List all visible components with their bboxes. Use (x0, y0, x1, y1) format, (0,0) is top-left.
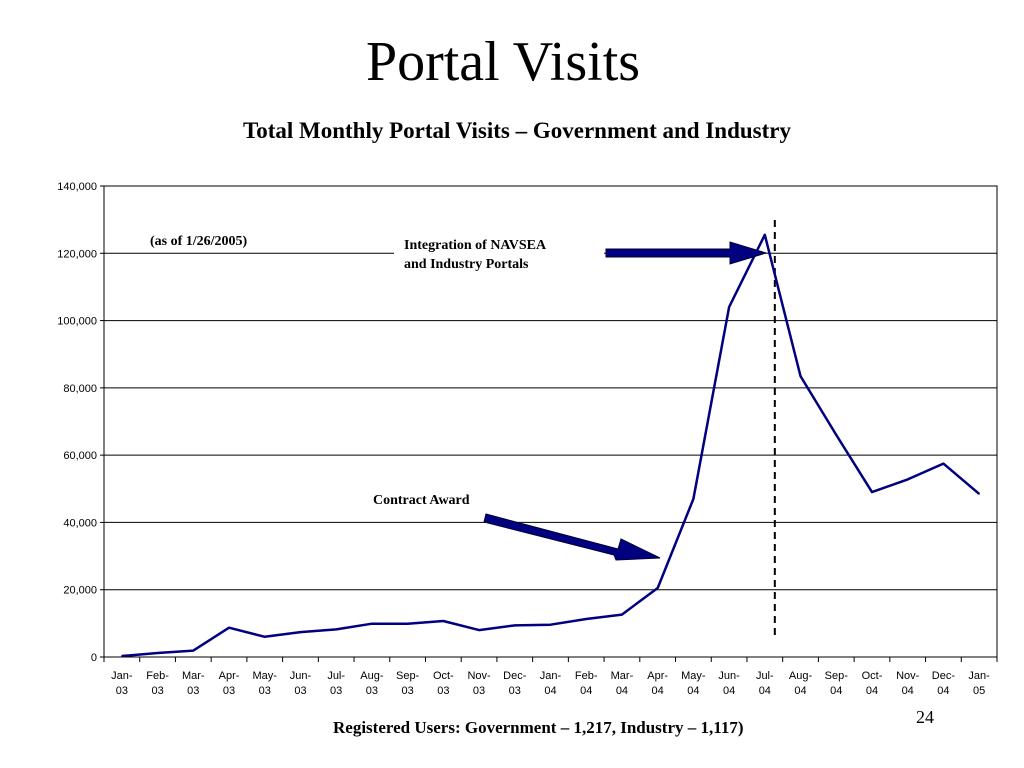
data-point (371, 622, 373, 625)
x-tick-label: May-03 (253, 670, 278, 697)
data-point (192, 649, 195, 652)
data-point (728, 306, 730, 308)
data-point (549, 623, 552, 626)
data-point (156, 652, 159, 654)
x-tick-label: Aug-03 (360, 670, 384, 697)
as-of-label: (as of 1/26/2005) (150, 234, 248, 249)
x-tick-label: Jul-03 (327, 670, 345, 697)
data-point (335, 628, 337, 631)
x-tick-label: Sep-04 (825, 670, 849, 697)
x-tick-label: Sep-03 (396, 670, 420, 697)
x-tick-label: Apr-04 (647, 670, 668, 697)
y-axis: 0 20,000 40,000 60,000 80,000 100,000 120,000 1… (57, 181, 104, 664)
data-point (513, 624, 516, 627)
x-tick-label: Jan-04 (540, 670, 562, 697)
data-point (121, 655, 123, 657)
data-point (621, 613, 623, 616)
y-tick-label: 100,000 (57, 316, 97, 328)
data-point (442, 620, 445, 622)
data-point (228, 626, 230, 629)
x-tick-label: Feb-03 (146, 670, 169, 697)
x-tick-label: Jan-05 (968, 670, 990, 697)
y-tick-label: 120,000 (57, 248, 97, 260)
x-tick-label: Jan-03 (111, 670, 133, 697)
x-tick-label: Feb-04 (575, 670, 598, 697)
slide-title: Portal Visits (365, 31, 641, 93)
x-tick-label: Jun-03 (290, 670, 312, 697)
integration-label-line1: Integration of NAVSEA (404, 238, 547, 253)
x-tick-label: Nov-04 (896, 670, 920, 697)
data-point (692, 498, 695, 500)
data-point (478, 629, 480, 631)
data-point (656, 587, 659, 589)
x-tick-label: Aug-04 (789, 670, 813, 697)
x-tick-label: Oct-03 (433, 670, 454, 697)
data-point (764, 233, 766, 236)
integration-arrow (605, 241, 768, 265)
data-point (406, 622, 409, 625)
x-tick-label: Dec-03 (503, 670, 527, 697)
y-tick-label: 140,000 (57, 181, 97, 193)
registered-users-footer: Registered Users: Government – 1,217, In… (333, 718, 744, 737)
x-tick-label: Jul-04 (756, 670, 774, 697)
y-tick-label: 0 (91, 652, 97, 664)
y-tick-label: 60,000 (63, 450, 97, 462)
x-tick-label: May-04 (681, 670, 706, 697)
data-point (263, 636, 266, 638)
x-tick-label: Apr-03 (219, 670, 240, 697)
x-tick-label: Jun-04 (718, 670, 740, 697)
chart-title: Total Monthly Portal Visits – Government… (242, 118, 791, 143)
contract-award-arrow (483, 513, 661, 561)
x-axis: Jan-03 Feb-03 Mar-03 Apr-03 May-03 Jun-03 Jul-… (103, 657, 998, 697)
page-number: 24 (916, 707, 934, 727)
y-tick-label: 20,000 (63, 585, 97, 597)
x-tick-label: Nov-03 (467, 670, 491, 697)
data-point (978, 493, 980, 495)
data-point (906, 478, 909, 481)
data-point (799, 375, 802, 377)
data-point (871, 491, 873, 493)
series-line (121, 233, 980, 658)
integration-label-bg (394, 232, 604, 274)
x-tick-label: Oct-04 (862, 670, 883, 697)
plot-area-border (103, 185, 998, 658)
y-tick-label: 80,000 (63, 383, 97, 395)
data-point (942, 462, 945, 465)
as-of-label-bg (140, 228, 280, 246)
data-point (585, 618, 588, 620)
contract-award-label: Contract Award (373, 493, 470, 508)
data-point (299, 631, 302, 633)
series-group (121, 233, 980, 658)
x-tick-label: Mar-04 (611, 670, 634, 697)
x-tick-label: Mar-03 (182, 670, 205, 697)
x-tick-label: Dec-04 (932, 670, 956, 697)
integration-label-line2: and Industry Portals (404, 257, 529, 272)
data-point (835, 434, 838, 436)
y-tick-label: 40,000 (63, 517, 97, 529)
